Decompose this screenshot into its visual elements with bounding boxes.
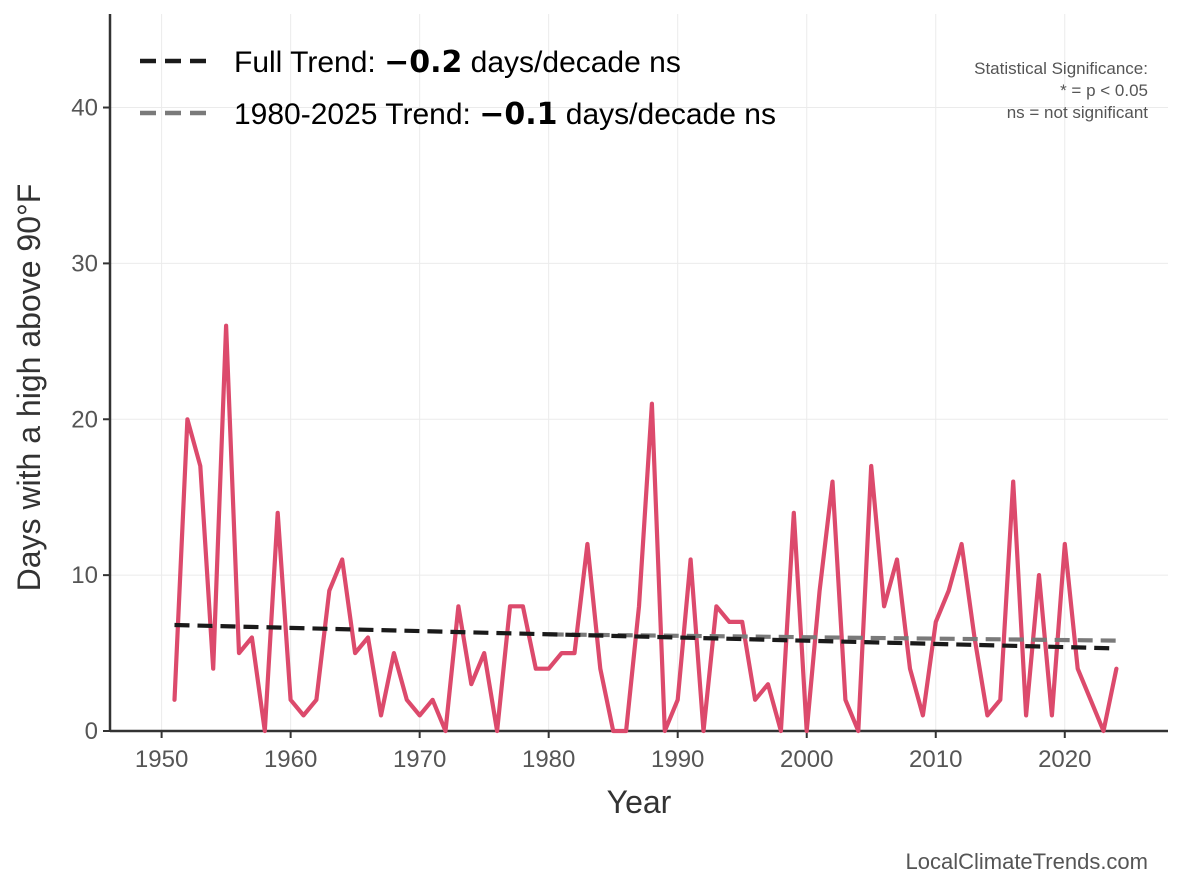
legend-label-full-trend: Full Trend: −0.2 days/decade ns: [234, 45, 681, 80]
x-tick-label: 2000: [780, 746, 833, 773]
axes: [108, 14, 1168, 733]
x-tick-label: 1960: [264, 746, 317, 773]
y-tick-label: 0: [85, 718, 98, 745]
y-tick-label: 40: [71, 95, 98, 122]
x-axis-title: Year: [607, 784, 672, 820]
significance-p-value: * = p < 0.05: [1060, 81, 1148, 100]
y-tick-label: 20: [71, 406, 98, 433]
legend: Full Trend: −0.2 days/decade ns 1980-202…: [140, 45, 776, 132]
significance-title: Statistical Significance:: [974, 59, 1148, 78]
y-tick-label: 30: [71, 250, 98, 277]
ticks: 1950 1960 1970 1980 1990 2000 2010 2020 0 10 20 30 4…: [71, 95, 1091, 773]
significance-ns: ns = not significant: [1007, 103, 1149, 122]
credit-text: LocalClimateTrends.com: [906, 849, 1149, 874]
x-tick-label: 1990: [651, 746, 704, 773]
legend-item-recent-trend: 1980-2025 Trend: −0.1 days/decade ns: [140, 97, 776, 132]
x-tick-label: 1980: [522, 746, 575, 773]
legend-label-recent-trend: 1980-2025 Trend: −0.1 days/decade ns: [234, 97, 776, 132]
x-tick-label: 2010: [909, 746, 962, 773]
x-tick-label: 1970: [393, 746, 446, 773]
x-tick-label: 2020: [1038, 746, 1091, 773]
y-axis-title: Days with a high above 90°F: [11, 184, 47, 592]
significance-note: Statistical Significance: * = p < 0.05 n…: [974, 59, 1148, 122]
observed-series-line: [172, 323, 1119, 734]
x-tick-label: 1950: [135, 746, 188, 773]
full-trend-line: [174, 622, 1117, 651]
y-tick-label: 10: [71, 562, 98, 589]
legend-item-full-trend: Full Trend: −0.2 days/decade ns: [140, 45, 681, 80]
series: [172, 323, 1119, 734]
